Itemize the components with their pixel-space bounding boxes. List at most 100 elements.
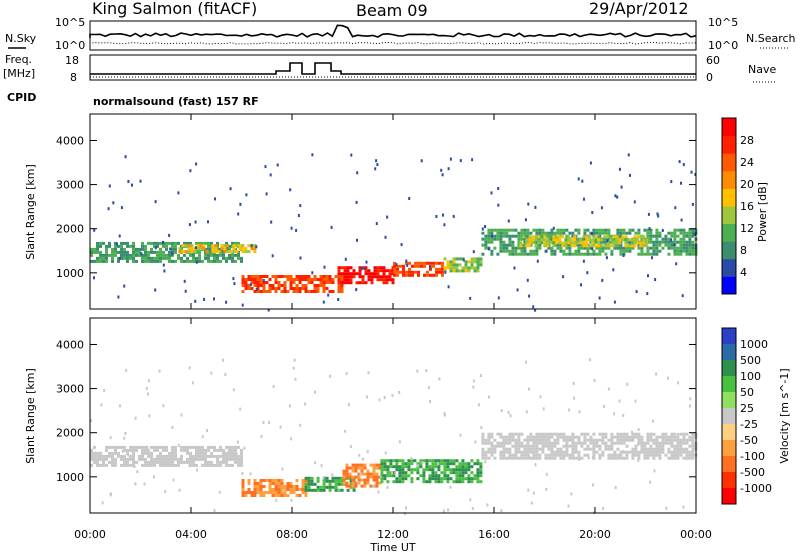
echo-cell-3 (382, 278, 386, 282)
echo-cell-5 (538, 432, 542, 436)
x-tick-label: 12:00 (377, 528, 409, 541)
echo-cell-6 (592, 249, 596, 253)
velocity-cells (90, 358, 698, 515)
scatter-point (602, 404, 605, 408)
echo-cell-2 (274, 287, 278, 290)
scatter-point (652, 419, 654, 423)
echo-cell-4 (434, 477, 438, 481)
echo-cell-5 (652, 453, 656, 457)
echo-cell-5 (640, 444, 644, 448)
scatter-point (271, 254, 274, 258)
echo-cell-6 (634, 231, 638, 235)
echo-cell-3 (346, 281, 350, 285)
echo-cell-6 (649, 228, 653, 232)
echo-cell-2 (262, 284, 266, 287)
echo-cell-0 (219, 448, 222, 452)
echo-cell-0 (222, 454, 225, 458)
echo-cell-5 (658, 453, 662, 457)
echo-cell-5 (682, 447, 686, 451)
echo-cell-6 (508, 252, 512, 256)
scatter-point (267, 420, 270, 424)
echo-cell-6 (619, 243, 623, 247)
echo-cell-5 (622, 438, 626, 442)
scatter-point (472, 250, 475, 254)
echo-cell-0 (96, 451, 99, 455)
echo-cell-6 (520, 252, 524, 256)
echo-cell-1 (259, 491, 263, 494)
echo-cell-1 (187, 244, 191, 248)
echo-cell-6 (502, 246, 506, 250)
echo-cell-0 (132, 247, 135, 251)
echo-cell-1 (301, 488, 305, 491)
echo-cell-6 (520, 237, 524, 241)
echo-cell-5 (625, 444, 629, 448)
echo-cell-7 (540, 241, 544, 245)
echo-cell-5 (565, 441, 569, 445)
scatter-point (163, 269, 166, 273)
echo-cell-4 (386, 465, 390, 469)
echo-cell-4 (446, 477, 450, 481)
echo-cell-0 (117, 451, 120, 455)
echo-cell-0 (105, 250, 108, 254)
echo-cell-1 (214, 247, 218, 251)
echo-cell-1 (244, 250, 248, 254)
echo-cell-3 (375, 463, 379, 467)
scatter-point (656, 212, 659, 216)
echo-cell-0 (225, 445, 228, 449)
echo-cell-0 (150, 256, 153, 260)
echo-cell-2 (292, 281, 296, 284)
echo-cell-5 (559, 450, 563, 454)
echo-cell-0 (240, 256, 243, 260)
echo-cell-7 (612, 241, 616, 245)
echo-cell-4 (413, 459, 417, 463)
noise-panel: N.Sky N.Search 10^5 10^0 10^5 10^0 (5, 16, 796, 52)
echo-cell-0 (207, 250, 210, 254)
echo-cell-6 (664, 243, 668, 247)
echo-cell-5 (532, 456, 536, 460)
echo-cell-1 (277, 482, 281, 485)
echo-cell-2 (301, 278, 305, 281)
echo-cell-2 (256, 287, 260, 290)
echo-cell-1 (217, 250, 221, 254)
echo-cell-0 (168, 259, 171, 263)
echo-cell-5 (619, 438, 623, 442)
echo-cell-0 (156, 448, 159, 452)
echo-cell-1 (304, 479, 308, 482)
echo-cell-5 (493, 444, 497, 448)
scatter-point (507, 410, 510, 414)
echo-cell-6 (664, 237, 668, 241)
echo-cell-6 (487, 228, 491, 232)
echo-cell-0 (114, 463, 117, 467)
echo-cell-2 (325, 278, 329, 281)
echo-cell-2 (328, 281, 332, 284)
echo-cell-0 (219, 250, 222, 254)
echo-cell-6 (496, 234, 500, 238)
echo-cell-3 (360, 478, 364, 482)
echo-cell-7 (558, 235, 562, 239)
echo-cell-5 (535, 435, 539, 439)
echo-cell-0 (129, 454, 132, 458)
echo-cell-4 (443, 477, 447, 481)
echo-cell-5 (535, 456, 539, 460)
echo-cell-2 (259, 284, 263, 287)
echo-cell-6 (499, 231, 503, 235)
echo-cell-6 (685, 240, 689, 244)
scatter-point (404, 506, 407, 510)
echo-cell-2 (307, 482, 311, 486)
echo-cell-4 (410, 471, 414, 475)
echo-cell-6 (655, 240, 659, 244)
echo-cell-5 (464, 263, 468, 267)
echo-cell-6 (529, 252, 533, 256)
echo-cell-0 (177, 457, 180, 461)
echo-cell-6 (691, 252, 695, 256)
scatter-point (578, 458, 581, 461)
echo-cell-7 (561, 235, 565, 239)
echo-cell-5 (580, 444, 584, 448)
scatter-point (469, 498, 472, 502)
echo-cell-6 (616, 246, 620, 250)
echo-cell-1 (286, 494, 290, 497)
scatter-point (172, 478, 175, 482)
echo-cell-1 (244, 494, 248, 497)
colorbar-tick-label: 500 (740, 354, 761, 367)
scatter-point (490, 191, 493, 195)
